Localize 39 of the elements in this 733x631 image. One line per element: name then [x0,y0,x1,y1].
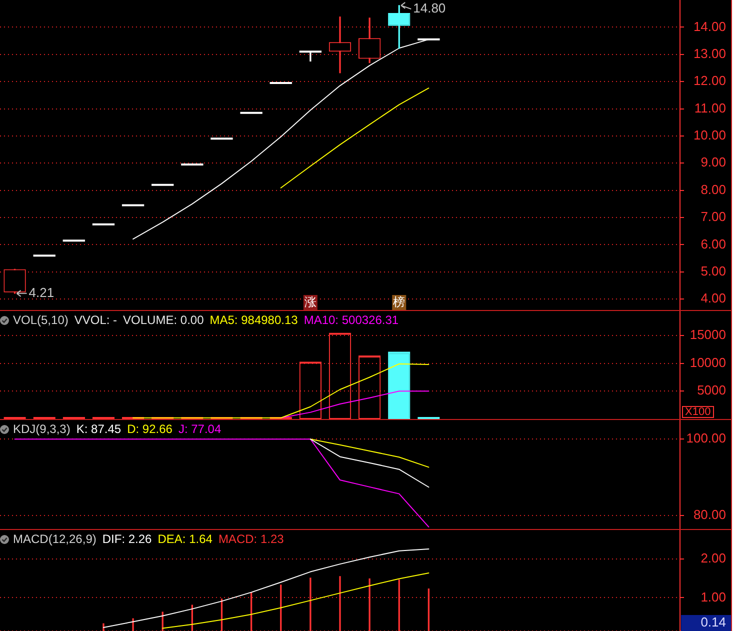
y-tick-label: 0.14 [700,614,726,630]
chart-title: KDJ(9,3,3) [13,422,70,436]
y-tick-label: 5.00 [700,264,726,279]
y-tick-label: 8.00 [700,182,726,197]
annotation: VVOL: - [74,313,118,327]
candlestick [299,50,322,62]
y-tick-label: 11.00 [694,100,726,116]
y-tick-label: 12.00 [693,73,726,88]
y-tick-label: 6.00 [700,236,726,252]
text: MA5: 984980.13 [210,313,298,327]
text: MACD: 1.23 [218,532,284,546]
y-tick-label: 100.00 [686,430,726,446]
text: D: 92.66 [127,422,172,436]
y-tick-label: 13.00 [693,46,726,61]
y-tick-label: 9.00 [700,154,726,170]
text: DIF: 2.26 [102,532,152,546]
y-tick-label: 10000 [690,354,726,370]
text: K: 87.45 [76,422,122,436]
annotation: 4.21 [28,284,54,300]
annotation: VOLUME: 0.00 [123,313,204,327]
y-tick-label: 2.00 [700,550,726,566]
y-tick-label: 1.00 [700,589,726,604]
y-tick-label: 7.00 [700,209,726,224]
chart-title: VOL(5,10) [13,313,68,327]
annotation: 14.80 [413,0,446,16]
text: DEA: 1.64 [158,532,212,546]
y-tick-label: 14.00 [693,18,726,34]
candlestick [328,16,352,74]
text: 涨 [304,294,316,309]
series-label: J: 77.04 [178,422,222,436]
text: MA10: 500326.31 [304,313,399,327]
y-tick-label: 5000 [697,382,726,398]
y-axis-title: X100 [682,406,714,418]
text: 榜 [393,294,406,309]
y-tick-label: 80.00 [693,507,726,522]
chart-title: MACD(12,26,9) [13,532,96,546]
y-tick-label: 4.00 [700,290,726,306]
y-tick-label: 10.00 [693,128,726,143]
y-tick-label: 15000 [690,327,726,342]
